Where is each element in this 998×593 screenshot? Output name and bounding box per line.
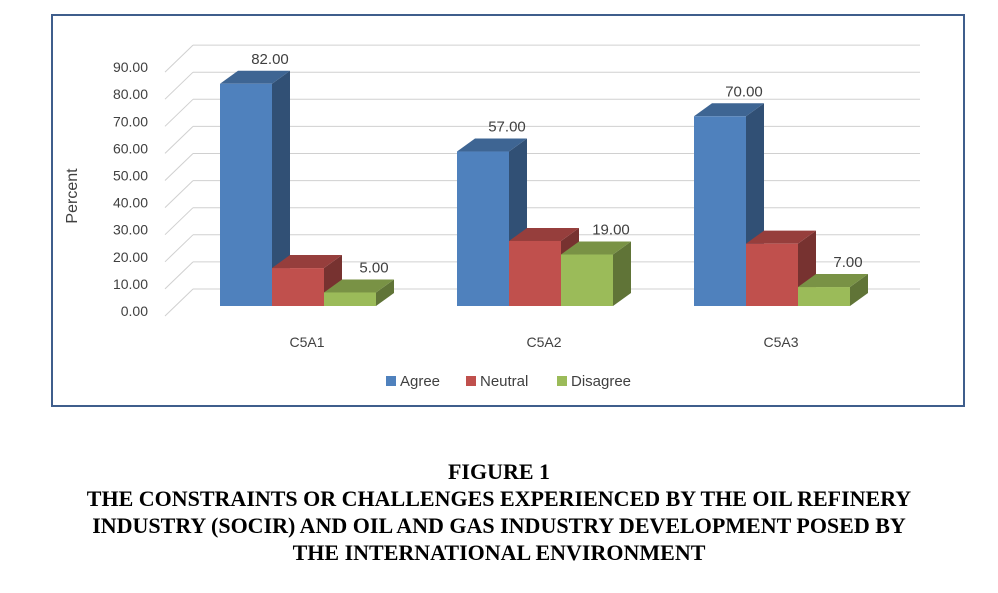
bar-top — [798, 274, 868, 288]
bar-disagree-c5a2 — [561, 241, 631, 306]
bar-front — [220, 83, 272, 306]
category-label: C5A2 — [526, 334, 561, 350]
y-tick-label: 10.00 — [113, 276, 148, 292]
data-label: 82.00 — [251, 51, 289, 68]
y-tick-label: 0.00 — [121, 303, 148, 319]
bar-front — [509, 240, 561, 306]
figure-title-line-1: THE CONSTRAINTS OR CHALLENGES EXPERIENCE… — [86, 486, 912, 511]
bar-top — [561, 241, 631, 255]
y-tick-label: 20.00 — [113, 249, 148, 265]
data-label: 5.00 — [359, 259, 388, 276]
y-tick-label: 40.00 — [113, 195, 148, 211]
figure-number: FIGURE 1 — [447, 459, 551, 484]
legend: Agree Neutral Disagree — [386, 373, 631, 390]
bar-top — [746, 230, 816, 244]
bar-disagree-c5a1 — [324, 279, 394, 306]
data-label: 19.00 — [592, 222, 630, 239]
bar-front — [561, 254, 613, 306]
legend-swatch — [386, 376, 396, 386]
bar-front — [457, 151, 509, 306]
data-labels: 82.00 5.00 57.00 19.00 70.00 7.00 — [251, 51, 862, 277]
bars — [220, 70, 868, 306]
legend-item-disagree: Disagree — [557, 373, 631, 390]
gridline-diagonal — [164, 261, 194, 290]
data-label: 57.00 — [488, 119, 526, 136]
y-tick-label: 80.00 — [113, 86, 148, 102]
gridline-diagonal — [164, 71, 194, 100]
y-axis: 0.00 10.00 20.00 30.00 40.00 50.00 60.00 70.00 8… — [113, 59, 148, 319]
bar-top — [220, 70, 290, 84]
legend-swatch — [557, 376, 567, 386]
chart: 0.0010.0020.0030.0040.0050.0060.0070.008… — [64, 44, 920, 390]
bar-side — [850, 274, 868, 306]
legend-item-neutral: Neutral — [466, 373, 528, 390]
bar-disagree-c5a3 — [798, 274, 868, 306]
legend-item-agree: Agree — [386, 373, 440, 390]
bar-agree-c5a1 — [220, 70, 290, 306]
bar-side — [376, 279, 394, 306]
bar-top — [324, 279, 394, 293]
y-tick-label: 70.00 — [113, 113, 148, 129]
y-tick-label: 50.00 — [113, 168, 148, 184]
bar-front — [324, 292, 376, 306]
gridline-diagonal — [164, 234, 194, 263]
category-label: C5A3 — [763, 334, 798, 350]
bar-top — [272, 255, 342, 269]
bar-agree-c5a3 — [694, 103, 764, 306]
y-axis-title: Percent — [64, 168, 81, 224]
gridline-diagonal — [164, 207, 194, 236]
data-label: 70.00 — [725, 83, 763, 100]
legend-label: Agree — [400, 373, 440, 390]
figure-caption: FIGURE 1 THE CONSTRAINTS OR CHALLENGES E… — [0, 458, 998, 566]
gridline-diagonal — [164, 126, 194, 154]
bar-top — [457, 138, 527, 152]
gridline-diagonal — [164, 44, 194, 73]
legend-label: Neutral — [480, 373, 528, 390]
bar-front — [746, 243, 798, 306]
x-axis: C5A1 C5A2 C5A3 — [289, 334, 798, 350]
category-label: C5A1 — [289, 334, 324, 350]
gridline-diagonal — [164, 180, 194, 208]
bar-front — [694, 116, 746, 306]
gridline-diagonal — [164, 98, 194, 127]
data-label: 7.00 — [833, 254, 862, 271]
figure-title-line-2: INDUSTRY (SOCIR) AND OIL AND GAS INDUSTR… — [92, 513, 906, 538]
legend-label: Disagree — [571, 373, 631, 390]
bar-top — [694, 103, 764, 117]
bar-side — [272, 70, 290, 306]
bar-top — [509, 227, 579, 241]
gridline-diagonal — [164, 153, 194, 181]
y-tick-label: 60.00 — [113, 140, 148, 156]
bar-front — [798, 287, 850, 306]
gridline-diagonal — [164, 288, 194, 317]
figure-title-line-3: THE INTERNATIONAL ENVIRONMENT — [292, 540, 706, 565]
legend-swatch — [466, 376, 476, 386]
y-tick-label: 90.00 — [113, 59, 148, 75]
bar-front — [272, 268, 324, 306]
bar-side — [613, 241, 631, 306]
y-tick-label: 30.00 — [113, 222, 148, 238]
